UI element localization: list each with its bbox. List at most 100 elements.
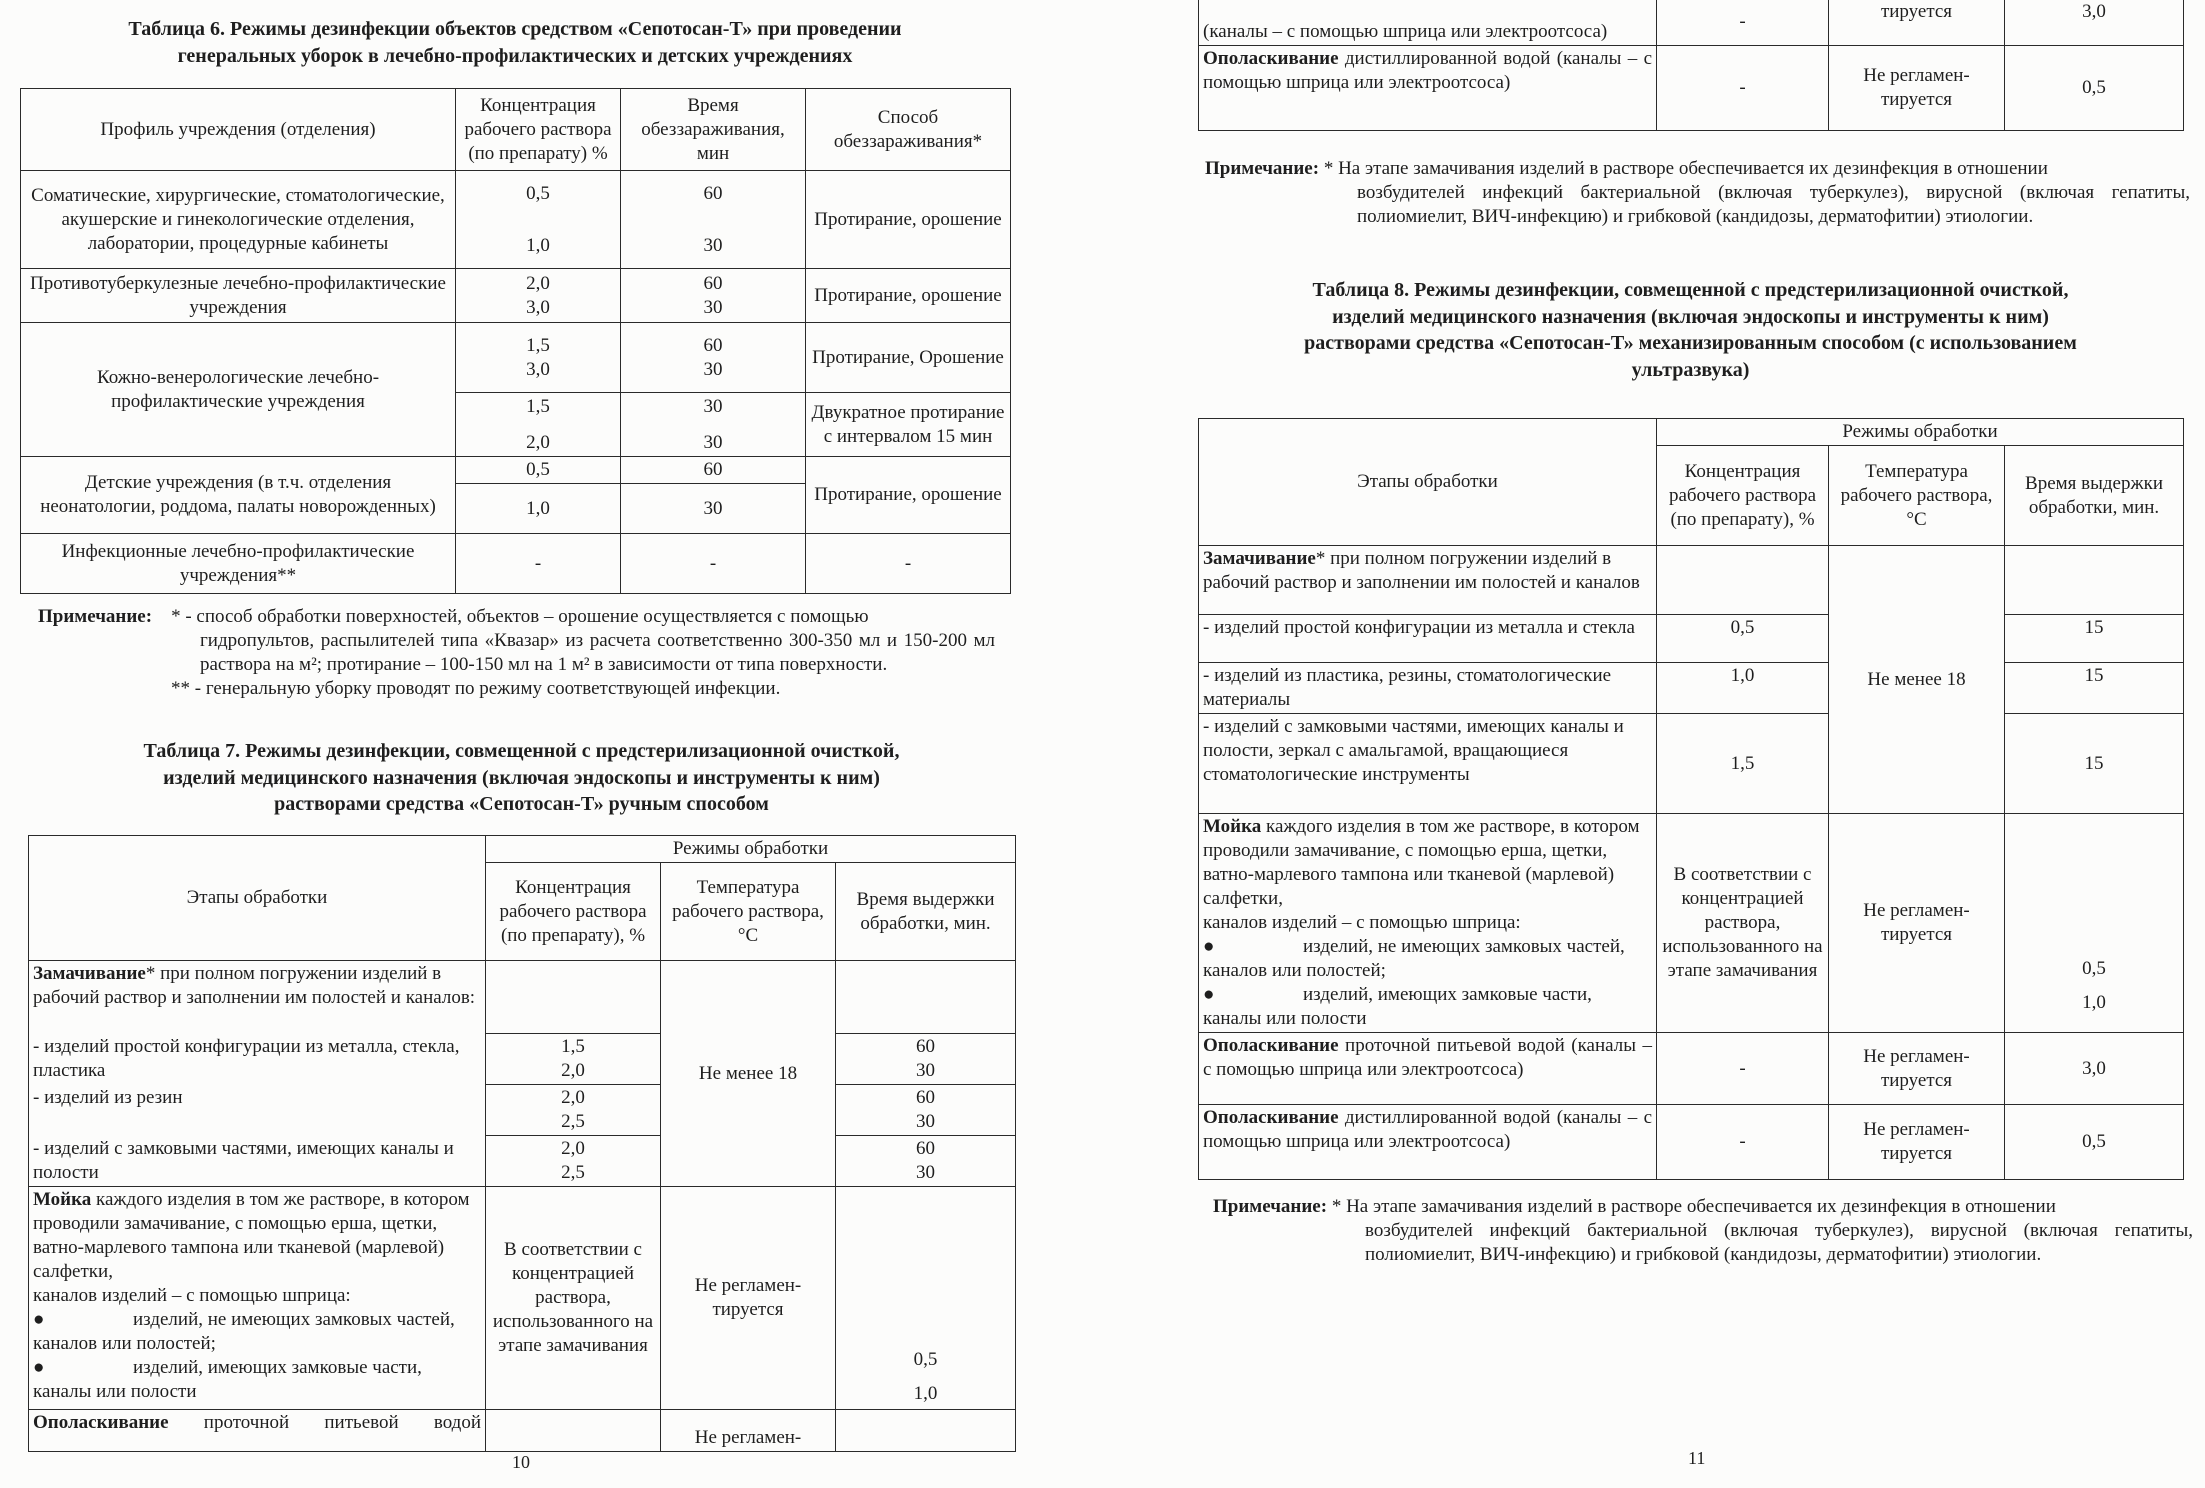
table7-title: Таблица 7. Режимы дезинфекции, совмещенн… <box>143 740 900 815</box>
note-label: Примечание: <box>38 606 153 627</box>
concentration-cell: 1,5 2,0 <box>455 392 621 457</box>
concentration-cell: 2,0 3,0 <box>455 268 621 323</box>
header-concentration: Концентрация рабочего раствора (по препа… <box>455 88 621 171</box>
stage-cell: Мойка каждого изделия в том же растворе,… <box>1198 813 1657 1033</box>
header-temperature: Температура рабочего раствора, °С <box>1828 445 2005 546</box>
table8-title: Таблица 8. Режимы дезинфекции, совмещенн… <box>1304 279 2077 381</box>
value: 2,5 <box>561 1162 585 1183</box>
table-row: Ополаскивание дистиллированной водой (ка… <box>1198 1104 2185 1180</box>
time-cell <box>2003 545 2185 615</box>
value: 60 <box>703 182 723 204</box>
bullet-icon: ● <box>1203 984 1215 1005</box>
bullet-text-cont: каналов или полостей; <box>1203 960 1386 981</box>
table7-header-row: Этапы обработки Режимы обработки <box>28 835 1017 961</box>
header-stage: Этапы обработки <box>1198 418 1657 546</box>
wash-channels: каналов изделий – с помощью шприца: <box>1203 912 1521 933</box>
header-group: Режимы обработки <box>1655 418 2185 446</box>
table-row: - изделий из резин 2,0 2,5 60 30 <box>28 1084 1017 1136</box>
stage-cell: - изделий с замковыми частями, имеющих к… <box>28 1135 486 1187</box>
temperature-cell: Не регламен-тируется <box>1828 1104 2005 1180</box>
stage-cell: - изделий из резин <box>28 1084 486 1136</box>
concentration-cell: 2,0 2,5 <box>485 1135 661 1187</box>
value: 3,0 <box>526 358 550 380</box>
value: 1,5 <box>561 1036 585 1057</box>
note-text: * На этапе замачивания изделий в раствор… <box>1319 158 2048 179</box>
concentration-cell: 2,0 2,5 <box>485 1084 661 1136</box>
stage-cell: Замачивание* при полном погружении издел… <box>28 960 486 1034</box>
time-cell: 60 30 <box>620 268 806 323</box>
temperature-cell: тируется <box>1828 0 2005 46</box>
profile-cell: Соматические, хирургические, стоматологи… <box>20 170 456 269</box>
profile-cell: Кожно-венерологические лечебно-профилакт… <box>20 322 456 457</box>
time-cell: 15 <box>2003 662 2185 714</box>
concentration-cell: 1,5 <box>1656 713 1829 814</box>
value: 3,0 <box>526 296 550 318</box>
value: 30 <box>703 431 723 453</box>
bullet-text: изделий, не имеющих замковых частей, <box>1303 936 1625 957</box>
method-cell: Протирание, орошение <box>805 170 1011 269</box>
wash-text: Мойка каждого изделия в том же растворе,… <box>1203 815 1652 911</box>
header-time: Время выдержки обработки, мин. <box>2003 445 2185 546</box>
value: 0,5 <box>2082 958 2106 979</box>
value: 1,0 <box>2082 992 2106 1013</box>
time-cell <box>834 960 1017 1034</box>
table6: Профиль учреждения (отделения) Концентра… <box>20 88 1011 594</box>
time-cell: 0,5 1,0 <box>834 1186 1017 1410</box>
time-cell: 0,5 1,0 <box>2003 813 2185 1033</box>
concentration-cell: 0,5 <box>1656 614 1829 663</box>
method-cell: Двукратное протирание с интервалом 15 ми… <box>805 392 1011 457</box>
table7: Этапы обработки Режимы обработки Концент… <box>28 835 1017 1452</box>
value: 2,0 <box>561 1060 585 1081</box>
stage-text: проточной питьевой водой <box>168 1412 481 1433</box>
table-row: 1,0 30 <box>21 483 1011 534</box>
stage-text: каждого изделия в том же растворе, в кот… <box>1203 816 1640 909</box>
header-time: Время обеззараживания, мин <box>620 88 806 171</box>
bullet-text-cont: каналов или полостей; <box>33 1333 216 1354</box>
time-cell: 15 <box>2003 713 2185 814</box>
method-cell: - <box>805 533 1011 594</box>
bullet-icon: ● <box>1203 936 1215 957</box>
value: 30 <box>916 1162 935 1183</box>
note-text: возбудителей инфекций бактериальной (вкл… <box>1365 1220 2193 1265</box>
table-row: Мойка каждого изделия в том же растворе,… <box>28 1186 1017 1410</box>
temperature-cell: Не регламен-тируется <box>1828 813 2005 1033</box>
value: 30 <box>916 1111 935 1132</box>
value: 0,5 <box>526 182 550 204</box>
value: 60 <box>703 334 723 356</box>
note-text: гидропультов, распылителей типа «Квазар»… <box>200 630 995 675</box>
stage-text: * при полном погружении изделий в рабочи… <box>1203 548 1640 593</box>
bullet-item: ● изделий, не имеющих замковых частей, <box>1203 935 1652 959</box>
time-cell: - <box>620 533 806 594</box>
value: 30 <box>703 395 723 417</box>
table-row: Ополаскивание проточной питьевой водой (… <box>1198 1032 2185 1105</box>
concentration-cell: - <box>1656 0 1829 46</box>
stage-text: дистиллированной водой (каналы – с помощ… <box>1203 48 1652 93</box>
page-number: 10 <box>512 1452 530 1472</box>
stage-text: дистиллированной водой (каналы – с помощ… <box>1203 1107 1652 1152</box>
note-text: возбудителей инфекций бактериальной (вкл… <box>1357 182 2190 227</box>
stage-cell: Ополаскивание дистиллированной водой (ка… <box>1198 45 1657 131</box>
stage-text: проточной питьевой водой (каналы – с пом… <box>1203 1035 1652 1080</box>
stage-cell: (каналы – с помощью шприца или электроот… <box>1198 0 1657 46</box>
stage-cell: - изделий простой конфигурации из металл… <box>28 1033 486 1085</box>
value: 30 <box>703 296 723 318</box>
table6-title: Таблица 6. Режимы дезинфекции объектов с… <box>128 18 902 67</box>
value: 0,5 <box>913 1349 938 1370</box>
table-row: Противотуберкулезные лечебно-профилактич… <box>20 268 1011 323</box>
stage-cell: - изделий из пластика, резины, стоматоло… <box>1198 662 1657 714</box>
method-cell: Протирание, Орошение <box>805 322 1011 393</box>
bullet-text: изделий, имеющих замковые части, <box>1303 984 1592 1005</box>
table-row: Замачивание* при полном погружении издел… <box>1198 545 2185 814</box>
stage-cell: - изделий с замковыми частями, имеющих к… <box>1198 713 1657 814</box>
profile-cell: Противотуберкулезные лечебно-профилактич… <box>20 268 456 323</box>
stage-cell: Ополаскивание проточной питьевой водой (… <box>1198 1032 1657 1105</box>
table-row: Мойка каждого изделия в том же растворе,… <box>1198 813 2185 1033</box>
concentration-cell: - <box>1656 1104 1829 1180</box>
table-row: Ополаскивание проточной питьевой водой Н… <box>28 1409 1017 1452</box>
profile-cell: Инфекционные лечебно-профилактические уч… <box>20 533 456 594</box>
stage-bold: Замачивание <box>33 963 146 984</box>
value: 60 <box>703 272 723 294</box>
bullet-item: ● изделий, не имеющих замковых частей, <box>33 1308 481 1332</box>
table6-note: Примечание: * - способ обработки поверхн… <box>38 605 995 701</box>
temperature-cell: Не менее 18 <box>1828 545 2005 814</box>
